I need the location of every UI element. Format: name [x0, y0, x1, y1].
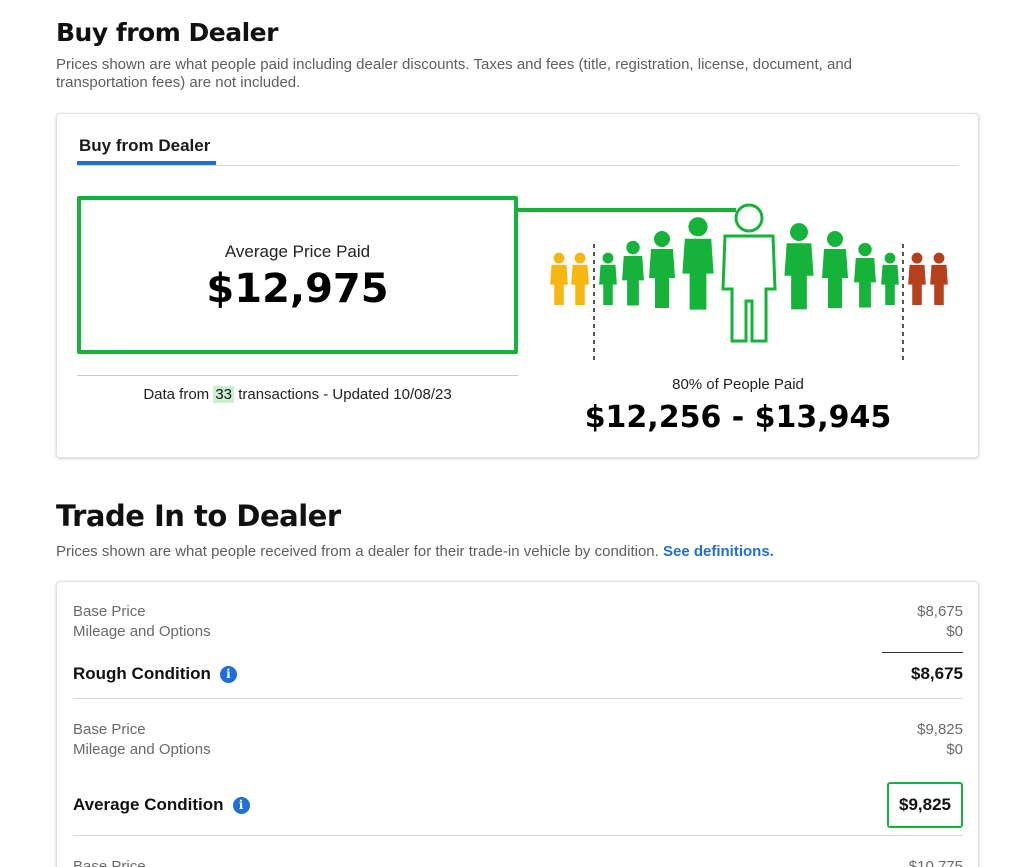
trade-card: Base Price $8,675 Mileage and Options $0…: [56, 581, 979, 867]
range-label: 80% of People Paid: [672, 376, 804, 393]
highlighted-person-icon: [721, 203, 777, 343]
tab-divider: [77, 165, 959, 166]
person-icon: [550, 252, 568, 306]
buy-section-title: Buy from Dealer: [56, 18, 278, 47]
condition-name: Average Condition: [73, 795, 224, 814]
buy-section-description: Prices shown are what people paid includ…: [56, 56, 853, 91]
person-icon: [881, 252, 899, 306]
person-icon: [908, 252, 926, 306]
average-connector-line: [516, 208, 736, 212]
info-icon[interactable]: i: [219, 666, 237, 683]
condition-row-rough: Rough Condition i $8,675: [73, 664, 963, 684]
person-icon: [622, 240, 644, 306]
range-value: $12,256 - $13,945: [584, 400, 892, 435]
mileage-options-label: Mileage and Options: [73, 741, 211, 758]
condition-total-highlighted: $9,825: [887, 782, 963, 828]
person-icon: [649, 231, 675, 308]
mileage-options-row: Mileage and Options $0: [73, 741, 963, 758]
buy-card: Buy from Dealer Average Price Paid $12,9…: [56, 113, 979, 458]
base-price-row: Base Price $8,675: [73, 603, 963, 620]
base-price-row: Base Price $9,825: [73, 721, 963, 738]
trade-section-description: Prices shown are what people received fr…: [56, 543, 936, 561]
average-price-value: $12,975: [206, 266, 389, 312]
active-tab-indicator: [77, 161, 216, 165]
tab-buy-from-dealer[interactable]: Buy from Dealer: [79, 136, 211, 155]
person-icon: [571, 252, 589, 306]
condition-row-average: Average Condition i $9,825: [73, 782, 963, 828]
base-price-label: Base Price: [73, 721, 146, 738]
mileage-options-row: Mileage and Options $0: [73, 623, 963, 640]
base-price-value: $8,675: [917, 603, 963, 620]
transaction-prefix: Data from: [143, 386, 214, 403]
base-price-label: Base Price: [73, 858, 146, 867]
subtotal-divider: [882, 652, 963, 653]
see-definitions-link[interactable]: See definitions.: [662, 543, 774, 560]
base-price-row: Base Price $10,775: [73, 858, 963, 867]
transaction-count-badge: 33: [213, 386, 235, 403]
person-icon: [682, 217, 714, 310]
average-price-box: Average Price Paid $12,975: [77, 196, 518, 354]
condition-name: Rough Condition: [73, 664, 211, 683]
base-price-value: $10,775: [908, 858, 963, 867]
condition-total: $8,675: [911, 664, 963, 683]
person-icon: [822, 231, 848, 308]
base-price-value: $9,825: [917, 721, 963, 738]
price-distribution-people: [550, 203, 948, 364]
transaction-suffix: transactions - Updated 10/08/23: [234, 386, 452, 403]
transaction-summary: Data from 33 transactions - Updated 10/0…: [77, 386, 518, 403]
info-icon[interactable]: i: [232, 797, 250, 814]
condition-separator: [73, 835, 963, 836]
person-icon: [599, 252, 617, 306]
mileage-options-value: $0: [946, 741, 963, 758]
condition-separator: [73, 698, 963, 699]
person-icon: [854, 242, 876, 308]
average-price-label: Average Price Paid: [224, 242, 371, 261]
trade-section-title: Trade In to Dealer: [56, 499, 341, 533]
person-icon: [930, 252, 948, 306]
mileage-options-label: Mileage and Options: [73, 623, 211, 640]
base-price-label: Base Price: [73, 603, 146, 620]
mileage-options-value: $0: [946, 623, 963, 640]
person-icon: [784, 223, 814, 310]
average-price-divider: [77, 375, 518, 376]
trade-description-text: Prices shown are what people received fr…: [56, 543, 663, 560]
